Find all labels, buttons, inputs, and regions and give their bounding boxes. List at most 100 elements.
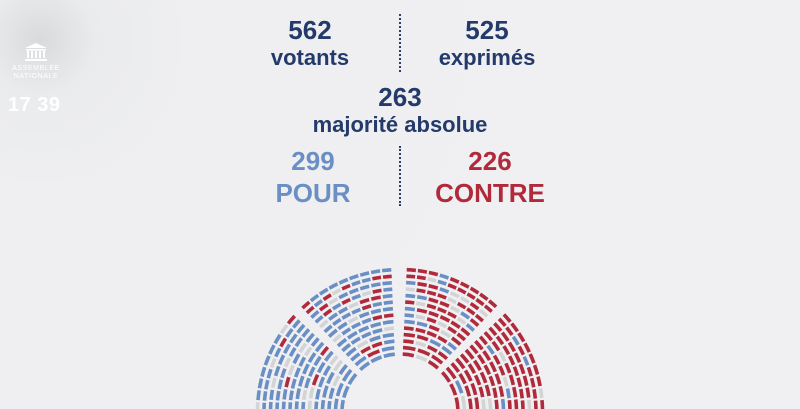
- seat-arc: [338, 277, 349, 285]
- seat-arc: [437, 279, 447, 286]
- seat-arc: [466, 307, 476, 316]
- seat-arc: [518, 363, 526, 375]
- seat-arc: [475, 298, 485, 307]
- seat-arc: [447, 283, 457, 290]
- seat-arc: [279, 337, 288, 348]
- seat-arc: [522, 375, 529, 386]
- seat-arc: [347, 373, 358, 385]
- seat-arc: [370, 269, 381, 275]
- seat-arc: [341, 297, 351, 305]
- seat-arc: [488, 375, 496, 387]
- seat-arc: [361, 290, 372, 297]
- pour-count: 299: [291, 146, 335, 176]
- seat-arc: [465, 323, 476, 332]
- seat-arc: [318, 303, 329, 312]
- seat-arc: [268, 344, 276, 355]
- seat-arc: [507, 341, 516, 353]
- seat-arc: [383, 339, 395, 345]
- seat-arc: [283, 357, 292, 368]
- seat-arc: [450, 320, 461, 329]
- seat-arc: [381, 346, 395, 352]
- separator-bottom: [399, 146, 401, 206]
- seat-arc: [445, 366, 457, 380]
- seat-arc: [505, 388, 511, 399]
- seat-arc: [338, 364, 348, 375]
- seat-arc: [295, 388, 301, 400]
- seat-arc: [313, 299, 324, 308]
- seat-arc: [367, 349, 381, 358]
- seat-arc: [332, 333, 342, 343]
- seat-arc: [403, 326, 414, 331]
- seat-arc: [292, 353, 301, 365]
- seat-arc: [511, 335, 520, 346]
- seat-arc: [469, 318, 480, 327]
- seat-arc: [487, 299, 498, 309]
- seat-arc: [427, 360, 440, 370]
- seat-arc: [467, 398, 473, 409]
- seat-arc: [337, 321, 348, 331]
- seat-arc: [437, 350, 449, 361]
- seat-arc: [359, 361, 371, 372]
- seat-arc: [372, 328, 383, 335]
- seat-arc: [500, 398, 506, 409]
- seat-arc: [532, 364, 540, 375]
- seat-arc: [383, 326, 395, 332]
- seat-arc: [323, 324, 333, 334]
- seat-arc: [437, 321, 448, 329]
- seat-arc: [351, 307, 362, 315]
- seat-arc: [274, 347, 282, 358]
- seat-arc: [512, 366, 520, 377]
- seat-arc: [361, 304, 372, 311]
- seat-arc: [416, 334, 429, 342]
- seat-arc: [341, 312, 352, 320]
- seat-arc: [493, 322, 503, 333]
- seat-arc: [512, 386, 518, 398]
- seat-arc: [359, 284, 370, 291]
- seat-arc: [416, 288, 426, 294]
- seat-arc: [319, 319, 329, 329]
- seat-arc: [382, 332, 395, 339]
- seat-arc: [456, 301, 467, 310]
- seat-arc: [439, 287, 450, 294]
- seat-arc: [290, 378, 297, 389]
- seat-arc: [335, 382, 344, 397]
- seat-arc: [529, 377, 536, 388]
- seat-arc: [450, 362, 461, 373]
- seat-arc: [428, 324, 440, 332]
- seat-arc: [454, 397, 460, 409]
- seat-arc: [520, 400, 525, 409]
- seat-arc: [273, 333, 282, 345]
- seat-arc: [456, 332, 467, 342]
- seat-arc: [288, 390, 294, 401]
- seat-arc: [454, 380, 464, 394]
- seat-arc: [426, 317, 437, 324]
- seat-arc: [269, 357, 277, 368]
- seat-arc: [404, 319, 415, 325]
- seat-arc: [447, 297, 457, 305]
- seat-arc: [284, 376, 291, 388]
- seat-arc: [478, 386, 485, 398]
- seat-arc: [405, 293, 416, 299]
- seat-arc: [370, 308, 382, 315]
- seat-arc: [273, 365, 281, 377]
- seat-arc: [483, 304, 493, 313]
- seat-arc: [437, 335, 448, 344]
- seat-arc: [415, 314, 426, 321]
- seat-arc: [405, 287, 415, 292]
- seat-arc: [489, 361, 497, 373]
- seat-arc: [491, 340, 501, 352]
- votants-label: votants: [270, 45, 350, 70]
- seat-arc: [460, 327, 471, 337]
- seat-arc: [416, 275, 427, 281]
- seat-arc: [523, 342, 531, 353]
- seat-arc: [327, 328, 338, 338]
- seat-arc: [488, 326, 498, 337]
- seat-arc: [328, 387, 335, 400]
- seat-arc: [359, 271, 370, 277]
- assembly-building-icon: [25, 43, 47, 61]
- seat-arc: [370, 295, 382, 301]
- seat-arc: [332, 317, 342, 327]
- seat-arc: [341, 283, 351, 291]
- seat-arc: [456, 316, 467, 325]
